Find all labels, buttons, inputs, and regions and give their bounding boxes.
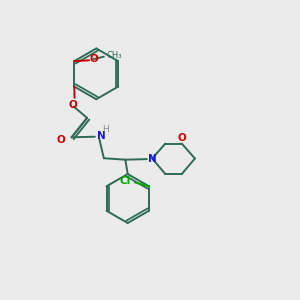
- Text: H: H: [102, 125, 109, 134]
- Text: N: N: [97, 131, 105, 141]
- Text: CH₃: CH₃: [106, 51, 122, 60]
- Text: O: O: [56, 135, 65, 145]
- Text: N: N: [148, 154, 157, 164]
- Text: O: O: [90, 54, 98, 64]
- Text: Cl: Cl: [120, 176, 131, 186]
- Text: O: O: [69, 100, 77, 110]
- Text: O: O: [177, 133, 186, 143]
